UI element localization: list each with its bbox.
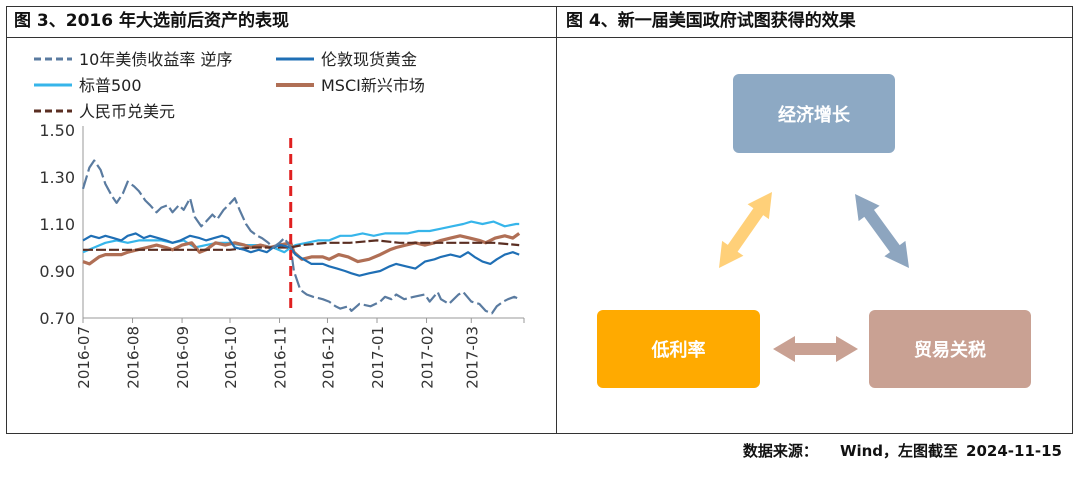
x-tick-label: 2016-10 [222, 326, 240, 389]
y-tick-label: 1.10 [39, 215, 75, 234]
arrow-growth-tariff [855, 194, 909, 268]
source-text: Wind，左图截至 [839, 442, 959, 460]
x-tick-label: 2016-07 [75, 326, 93, 389]
x-tick-label: 2016-08 [125, 326, 143, 389]
legend-label-1: 伦敦现货黄金 [321, 50, 417, 69]
series-lines [81, 159, 521, 315]
y-axis: 1.50 1.30 1.10 0.90 0.70 [39, 121, 84, 328]
y-tick-label: 1.50 [39, 121, 75, 140]
x-tick-label: 2017-01 [369, 326, 387, 389]
x-tick-label: 2017-02 [419, 326, 437, 389]
x-tick-label: 2017-03 [463, 326, 481, 389]
legend-label-0: 10年美债收益率 逆序 [79, 50, 232, 69]
series-line-1 [82, 232, 520, 277]
y-tick-label: 0.70 [39, 309, 75, 328]
arrow-lowrate-tariff [773, 336, 858, 362]
double-arrow [719, 192, 772, 268]
series-line-3 [82, 232, 521, 266]
node-low-interest-rate: 低利率 [597, 310, 760, 388]
series-line-2 [82, 220, 520, 254]
x-tick-label: 2016-12 [319, 326, 337, 389]
policy-effect-diagram [719, 192, 909, 362]
series-line-4 [83, 239, 520, 251]
y-tick-label: 1.30 [39, 168, 75, 187]
figure-frame [6, 6, 1073, 434]
series-line-0 [81, 159, 520, 315]
arrow-growth-lowrate [719, 192, 772, 268]
x-tick-label: 2016-09 [174, 326, 192, 389]
x-axis: 2016-07 2016-08 2016-09 2016-10 2016-11 2016-… [75, 317, 525, 389]
legend-label-2: 标普500 [79, 76, 142, 95]
title-divider [6, 37, 1073, 38]
legend-label-4: 人民币兑美元 [79, 102, 175, 121]
source-date: 2024-11-15 [966, 442, 1062, 460]
panel-divider [556, 6, 557, 434]
source-footer: 数据来源： Wind，左图截至 2024-11-15 [743, 440, 1062, 461]
node-trade-tariff: 贸易关税 [869, 310, 1031, 388]
right-panel-title: 图 4、新一届美国政府试图获得的效果 [566, 11, 856, 31]
left-panel-title: 图 3、2016 年大选前后资产的表现 [14, 11, 289, 31]
legend-label-3: MSCI新兴市场 [321, 76, 425, 95]
x-tick-label: 2016-11 [272, 326, 290, 389]
double-arrow [773, 336, 858, 362]
source-label: 数据来源： [742, 442, 818, 460]
double-arrow [855, 194, 909, 268]
y-tick-label: 0.90 [39, 262, 75, 281]
node-economic-growth: 经济增长 [733, 74, 895, 153]
